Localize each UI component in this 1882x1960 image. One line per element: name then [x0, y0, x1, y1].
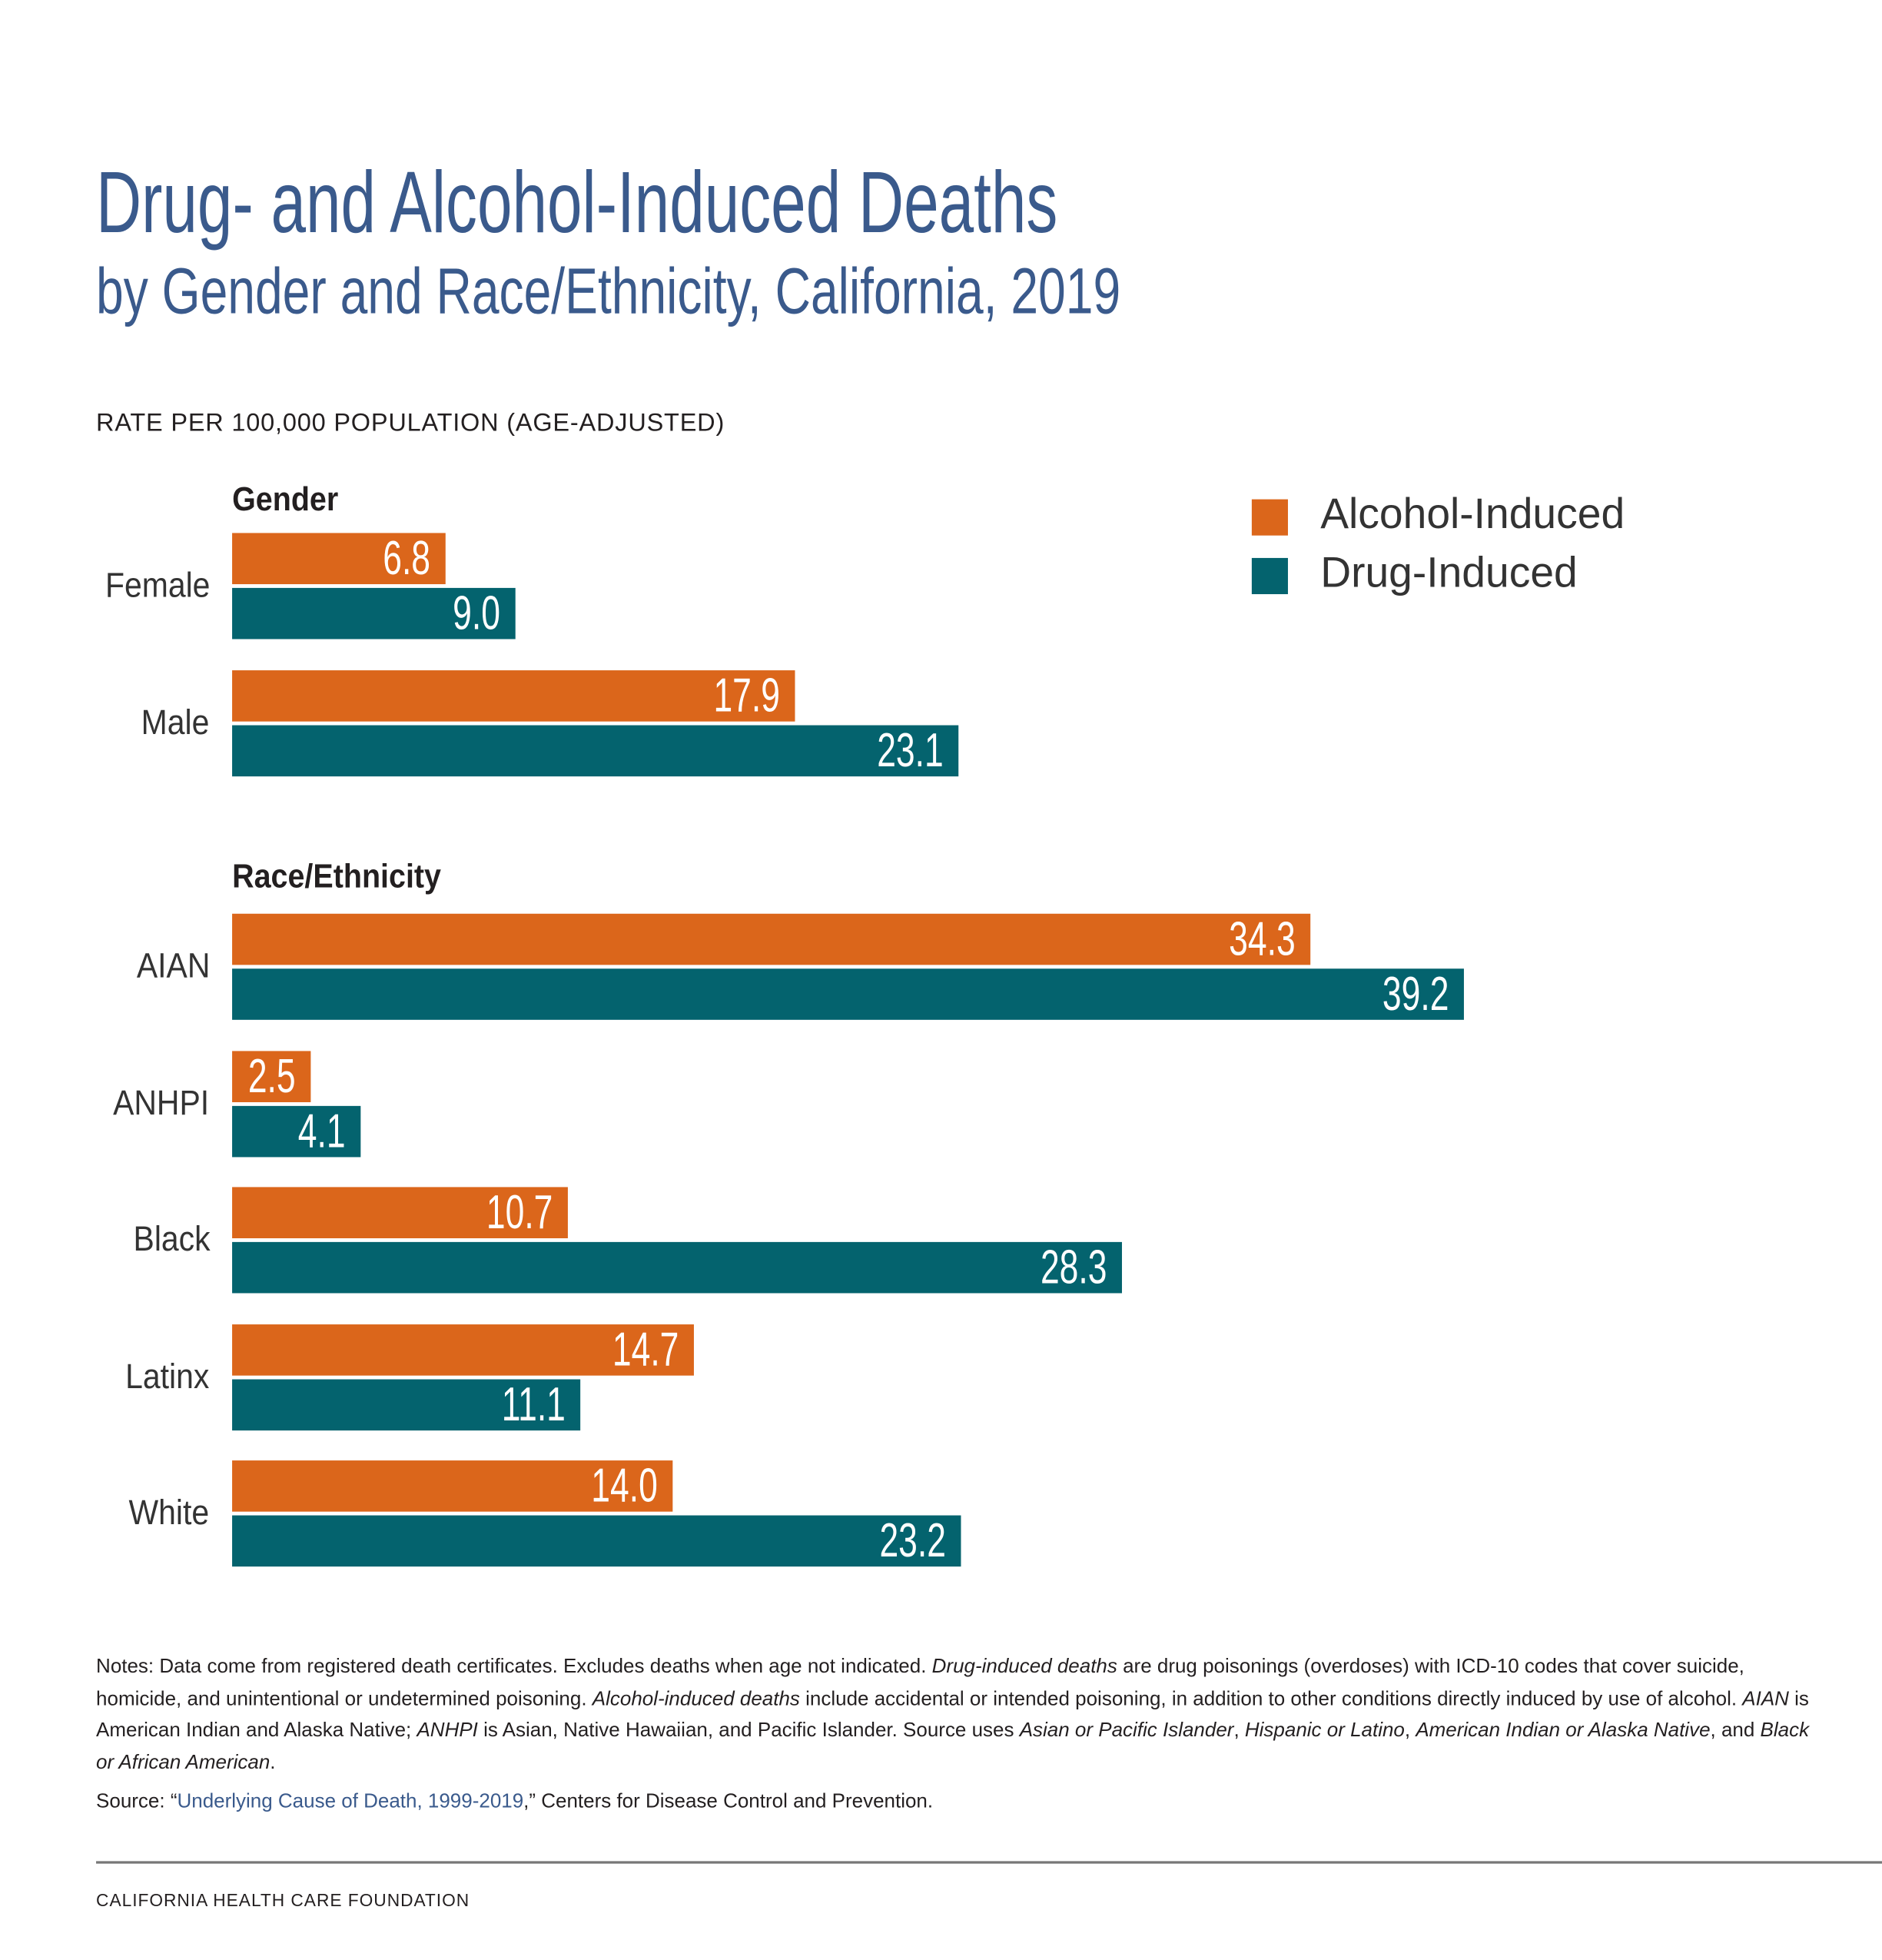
- category-label-text: Female: [105, 565, 210, 605]
- category-label: Male: [10, 703, 210, 742]
- legend-swatch-drug: [1251, 557, 1288, 595]
- bar-drug: 11.1: [232, 1379, 581, 1433]
- footer-org: CALIFORNIA HEALTH CARE FOUNDATION: [96, 1889, 470, 1910]
- data-label-drug-text: 23.1: [876, 725, 944, 778]
- source-line: Source: “Underlying Cause of Death, 1999…: [96, 1791, 933, 1813]
- bar-alcohol: 34.3: [232, 913, 1310, 968]
- notes-text: .: [270, 1752, 276, 1773]
- footer-divider: [96, 1861, 1882, 1864]
- category-label: ANHPI: [10, 1084, 210, 1124]
- category-label: Black: [10, 1220, 210, 1260]
- notes-text: ,: [1233, 1719, 1245, 1742]
- category-label-text: ANHPI: [113, 1083, 210, 1122]
- legend-swatch-alcohol: [1251, 499, 1288, 536]
- data-label-alcohol-text: 34.3: [1228, 913, 1296, 966]
- axis-unit-label: RATE PER 100,000 POPULATION (AGE-ADJUSTE…: [96, 409, 725, 437]
- data-label-alcohol-text: 14.0: [590, 1460, 658, 1513]
- category-label: AIAN: [10, 946, 210, 986]
- section-heading: Race/Ethnicity: [232, 858, 464, 896]
- bar-alcohol: 14.0: [232, 1460, 672, 1514]
- notes-italic: Hispanic or Latino: [1244, 1719, 1405, 1742]
- chart-subtitle-text: by Gender and Race/Ethnicity, California…: [96, 255, 1121, 329]
- bar-drug: 4.1: [232, 1105, 361, 1160]
- source-suffix: ,” Centers for Disease Control and Preve…: [523, 1791, 934, 1813]
- data-label-alcohol-text: 6.8: [383, 533, 431, 586]
- notes-italic: Asian or Pacific Islander: [1019, 1719, 1234, 1742]
- data-label-drug-text: 23.2: [879, 1515, 947, 1568]
- bar-drug: 9.0: [232, 587, 516, 642]
- category-label-text: Male: [141, 703, 210, 742]
- category-label-text: AIAN: [136, 945, 210, 985]
- data-label-drug-text: 4.1: [298, 1105, 347, 1159]
- bar-alcohol: 2.5: [230, 1051, 311, 1105]
- category-label-text: Latinx: [125, 1357, 210, 1396]
- chart-subtitle: by Gender and Race/Ethnicity, California…: [96, 254, 1444, 329]
- notes-italic: Drug-induced deaths: [931, 1656, 1117, 1678]
- legend-label-alcohol: Alcohol-Induced: [1320, 490, 1625, 538]
- data-label-drug: 23.1: [851, 726, 943, 779]
- bar-alcohol: 14.7: [232, 1324, 695, 1378]
- data-label-drug-text: 39.2: [1382, 968, 1449, 1022]
- category-label: Female: [10, 565, 210, 606]
- source-link[interactable]: Underlying Cause of Death, 1999-2019: [177, 1791, 524, 1813]
- notes-text: is Asian, Native Hawaiian, and Pacific I…: [477, 1719, 1020, 1742]
- bar-alcohol: 6.8: [232, 533, 446, 586]
- legend-label-drug: Drug-Induced: [1320, 549, 1578, 597]
- notes-italic: American Indian or Alaska Native: [1416, 1719, 1711, 1742]
- section-heading-text: Gender: [232, 480, 339, 518]
- notes-italic: AIAN: [1742, 1688, 1789, 1710]
- category-label: White: [10, 1493, 210, 1533]
- data-label-drug-text: 28.3: [1040, 1241, 1107, 1295]
- data-label-drug: 28.3: [1014, 1241, 1107, 1296]
- notes: Notes: Data come from registered death c…: [96, 1652, 1824, 1779]
- source-prefix: Source: “: [96, 1791, 178, 1813]
- notes-italic: ANHPI: [417, 1719, 478, 1742]
- notes-text: Notes: Data come from registered death c…: [96, 1656, 932, 1678]
- chart-title-text: Drug- and Alcohol-Induced Deaths: [96, 153, 1058, 251]
- section-heading-text: Race/Ethnicity: [232, 857, 442, 895]
- category-label-text: Black: [132, 1219, 210, 1258]
- bar-drug: 28.3: [232, 1241, 1122, 1296]
- data-label-drug: 11.1: [477, 1380, 566, 1433]
- data-label-drug-text: 11.1: [502, 1379, 566, 1432]
- data-label-alcohol: 10.7: [461, 1187, 553, 1241]
- data-label-alcohol: 17.9: [687, 670, 779, 724]
- bar-drug: 23.2: [232, 1515, 961, 1570]
- data-label-drug-text: 9.0: [452, 587, 500, 641]
- data-label-alcohol-text: 10.7: [486, 1187, 554, 1240]
- data-label-alcohol: 34.3: [1203, 914, 1295, 968]
- notes-text: include accidental or intended poisoning…: [799, 1688, 1743, 1710]
- data-label-drug: 39.2: [1356, 968, 1449, 1022]
- notes-text: ,: [1404, 1719, 1416, 1742]
- notes-italic: Black or African American: [96, 1719, 1810, 1773]
- data-label-drug: 4.1: [280, 1106, 346, 1160]
- category-label: Latinx: [10, 1357, 210, 1397]
- data-label-alcohol: 14.0: [565, 1460, 657, 1514]
- chart-title: Drug- and Alcohol-Induced Deaths: [96, 152, 1432, 252]
- notes-text: is American Indian and Alaska Native;: [96, 1688, 1809, 1742]
- notes-text: , and: [1710, 1719, 1761, 1742]
- data-label-alcohol: 6.8: [365, 533, 431, 586]
- data-label-alcohol: 14.7: [587, 1324, 679, 1378]
- section-heading: Gender: [232, 480, 350, 519]
- data-label-drug: 23.2: [854, 1516, 946, 1570]
- data-label-alcohol-text: 17.9: [713, 670, 780, 723]
- data-label-alcohol-text: 14.7: [612, 1324, 679, 1377]
- bar-alcohol: 10.7: [232, 1187, 569, 1241]
- bar-drug: 39.2: [232, 968, 1464, 1022]
- bar-alcohol: 17.9: [232, 670, 795, 724]
- notes-text: are drug poisonings (overdoses) with ICD…: [96, 1656, 1744, 1710]
- notes-italic: Alcohol-induced deaths: [592, 1688, 800, 1710]
- bar-drug: 23.1: [232, 725, 958, 779]
- data-label-alcohol: 2.5: [230, 1051, 296, 1105]
- data-label-drug: 9.0: [434, 588, 500, 642]
- category-label-text: White: [129, 1493, 210, 1532]
- data-label-alcohol-text: 2.5: [248, 1051, 296, 1104]
